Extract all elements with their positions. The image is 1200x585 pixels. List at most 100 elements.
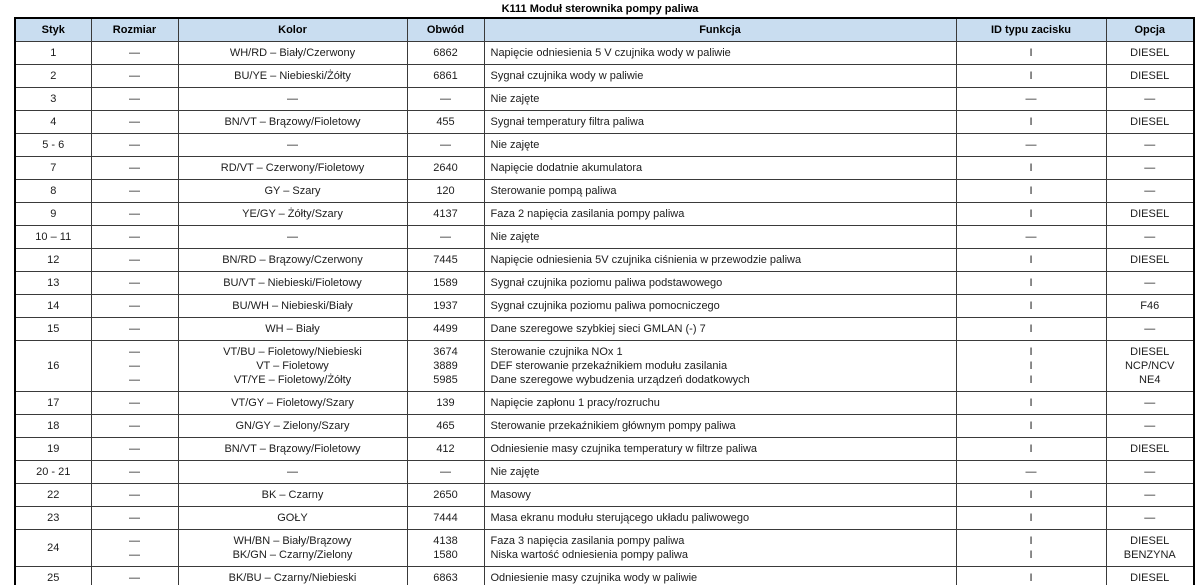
cell-kolor: BU/VT – Niebieski/Fioletowy [177, 271, 408, 295]
cell-obwod: 3674 3889 5985 [406, 340, 485, 392]
cell-kolor: RD/VT – Czerwony/Fioletowy [177, 156, 408, 180]
cell-opcja: DIESEL [1105, 248, 1195, 272]
cell-id_typu_zacisku: — [955, 225, 1107, 249]
cell-styk: 22 [14, 483, 92, 507]
cell-id_typu_zacisku: I [955, 506, 1107, 530]
table-row: 8— GY – Szary 120 Sterowanie pompą paliwa I — [14, 179, 1195, 203]
cell-rozmiar: — — — [90, 340, 179, 392]
cell-funkcja: Dane szeregowe szybkiej sieci GMLAN (-) … [483, 317, 957, 341]
cell-opcja: — [1105, 271, 1195, 295]
cell-funkcja: Faza 3 napięcia zasilania pompy paliwa Ni… [483, 529, 957, 567]
cell-funkcja: Odniesienie masy czujnika temperatury w … [483, 437, 957, 461]
cell-opcja: — [1105, 317, 1195, 341]
cell-id_typu_zacisku: I [955, 110, 1107, 134]
cell-kolor: BU/YE – Niebieski/Żółty [177, 64, 408, 88]
cell-styk: 12 [14, 248, 92, 272]
cell-opcja: — [1105, 133, 1195, 157]
cell-funkcja: Sygnał czujnika poziomu paliwa pomocnicz… [483, 294, 957, 318]
cell-id_typu_zacisku: — [955, 87, 1107, 111]
cell-rozmiar: — [90, 506, 179, 530]
cell-id_typu_zacisku: I [955, 202, 1107, 226]
table-row: 12— BN/RD – Brązowy/Czerwony 7445 Napięcie … [14, 248, 1195, 272]
cell-styk: 16 [14, 340, 92, 392]
cell-styk: 8 [14, 179, 92, 203]
cell-funkcja: Nie zajęte [483, 133, 957, 157]
table-row: 24— — WH/BN – Biały/Brązowy BK/GN – Czarny/… [14, 529, 1195, 567]
cell-opcja: DIESEL BENZYNA [1105, 529, 1195, 567]
cell-rozmiar: — [90, 110, 179, 134]
cell-obwod: 6863 [406, 566, 485, 585]
table-header-row: Styk Rozmiar Kolor Obwód Funkcja ID typu… [14, 17, 1195, 42]
cell-id_typu_zacisku: — [955, 460, 1107, 484]
table-row: 14— BU/WH – Niebieski/Biały 1937 Sygnał czu… [14, 294, 1195, 318]
column-header-styk: Styk [14, 17, 92, 42]
cell-rozmiar: — [90, 87, 179, 111]
cell-rozmiar: — [90, 225, 179, 249]
cell-obwod: — [406, 460, 485, 484]
cell-obwod: — [406, 133, 485, 157]
cell-kolor: YE/GY – Żółty/Szary [177, 202, 408, 226]
cell-styk: 25 [14, 566, 92, 585]
cell-kolor: — [177, 133, 408, 157]
cell-funkcja: Sterowanie pompą paliwa [483, 179, 957, 203]
cell-obwod: 455 [406, 110, 485, 134]
cell-funkcja: Sterowanie czujnika NOx 1 DEF sterowanie … [483, 340, 957, 392]
cell-funkcja: Sygnał temperatury filtra paliwa [483, 110, 957, 134]
cell-rozmiar: — [90, 437, 179, 461]
cell-rozmiar: — [90, 248, 179, 272]
cell-styk: 17 [14, 391, 92, 415]
table-row: 16— — — VT/BU – Fioletowy/Niebieski VT – Fio… [14, 340, 1195, 392]
cell-styk: 14 [14, 294, 92, 318]
cell-funkcja: Sygnał czujnika poziomu paliwa podstawow… [483, 271, 957, 295]
table-row: 15— WH – Biały 4499 Dane szeregowe szybkiej… [14, 317, 1195, 341]
cell-opcja: — [1105, 87, 1195, 111]
cell-styk: 3 [14, 87, 92, 111]
cell-styk: 1 [14, 41, 92, 65]
table-row: 20 - 21— — — Nie zajęte — — [14, 460, 1195, 484]
cell-styk: 18 [14, 414, 92, 438]
cell-kolor: — [177, 87, 408, 111]
column-header-kolor: Kolor [177, 17, 408, 42]
cell-obwod: 4499 [406, 317, 485, 341]
cell-styk: 9 [14, 202, 92, 226]
cell-obwod: 120 [406, 179, 485, 203]
cell-obwod: 139 [406, 391, 485, 415]
cell-obwod: — [406, 87, 485, 111]
cell-opcja: DIESEL NCP/NCV NE4 [1105, 340, 1195, 392]
cell-id_typu_zacisku: I [955, 391, 1107, 415]
cell-kolor: VT/BU – Fioletowy/Niebieski VT – Fioletow… [177, 340, 408, 392]
cell-id_typu_zacisku: I [955, 248, 1107, 272]
cell-kolor: WH/RD – Biały/Czerwony [177, 41, 408, 65]
connector-pinout-table: Styk Rozmiar Kolor Obwód Funkcja ID typu… [14, 17, 1195, 585]
cell-rozmiar: — [90, 271, 179, 295]
cell-id_typu_zacisku: I [955, 566, 1107, 585]
cell-funkcja: Nie zajęte [483, 460, 957, 484]
table-row: 3— — — Nie zajęte — — [14, 87, 1195, 111]
table-row: 7— RD/VT – Czerwony/Fioletowy 2640 Napięcie… [14, 156, 1195, 180]
cell-opcja: DIESEL [1105, 566, 1195, 585]
cell-opcja: DIESEL [1105, 202, 1195, 226]
cell-rozmiar: — [90, 64, 179, 88]
cell-opcja: — [1105, 156, 1195, 180]
cell-opcja: — [1105, 483, 1195, 507]
cell-rozmiar: — [90, 202, 179, 226]
column-header-id-typu-zacisku: ID typu zacisku [955, 17, 1107, 42]
cell-obwod: — [406, 225, 485, 249]
cell-kolor: BN/VT – Brązowy/Fioletowy [177, 437, 408, 461]
cell-opcja: — [1105, 179, 1195, 203]
cell-funkcja: Nie zajęte [483, 87, 957, 111]
cell-id_typu_zacisku: I [955, 41, 1107, 65]
cell-rozmiar: — [90, 483, 179, 507]
cell-styk: 19 [14, 437, 92, 461]
cell-styk: 10 – 11 [14, 225, 92, 249]
cell-funkcja: Napięcie dodatnie akumulatora [483, 156, 957, 180]
cell-kolor: BN/RD – Brązowy/Czerwony [177, 248, 408, 272]
column-header-rozmiar: Rozmiar [90, 17, 179, 42]
cell-obwod: 6862 [406, 41, 485, 65]
table-row: 22— BK – Czarny 2650 Masowy I — [14, 483, 1195, 507]
table-row: 1— WH/RD – Biały/Czerwony 6862 Napięcie odn… [14, 41, 1195, 65]
cell-funkcja: Nie zajęte [483, 225, 957, 249]
cell-funkcja: Masowy [483, 483, 957, 507]
